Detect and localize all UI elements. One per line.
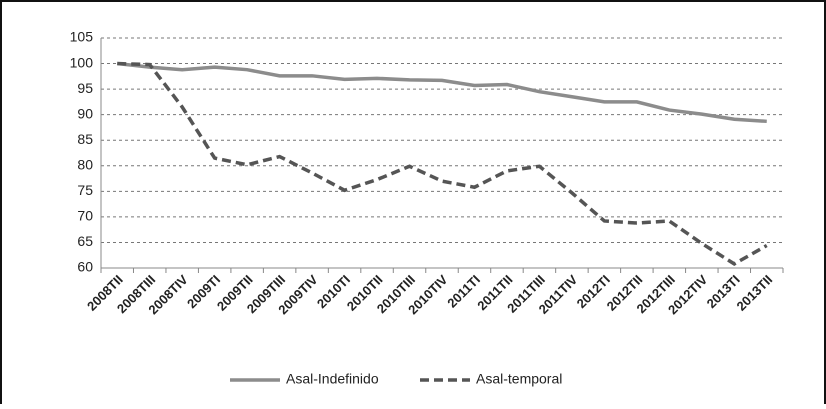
y-tick-label: 85 (77, 131, 93, 147)
y-tick-label: 90 (77, 105, 93, 121)
series-line (117, 61, 767, 124)
legend-label: Asal-Indefinido (286, 371, 379, 387)
y-tick-label: 100 (70, 54, 94, 70)
y-tick-label: 75 (77, 182, 93, 198)
y-tick-label: 95 (77, 80, 93, 96)
legend-label: Asal-temporal (476, 371, 562, 387)
y-tick-label: 105 (70, 29, 94, 45)
y-tick-label: 65 (77, 233, 93, 249)
y-tick-label: 70 (77, 208, 93, 224)
x-tick-label: 2013TII (734, 272, 776, 314)
series-line (117, 61, 768, 266)
y-tick-label: 80 (77, 156, 93, 172)
y-tick-label: 60 (77, 259, 93, 275)
